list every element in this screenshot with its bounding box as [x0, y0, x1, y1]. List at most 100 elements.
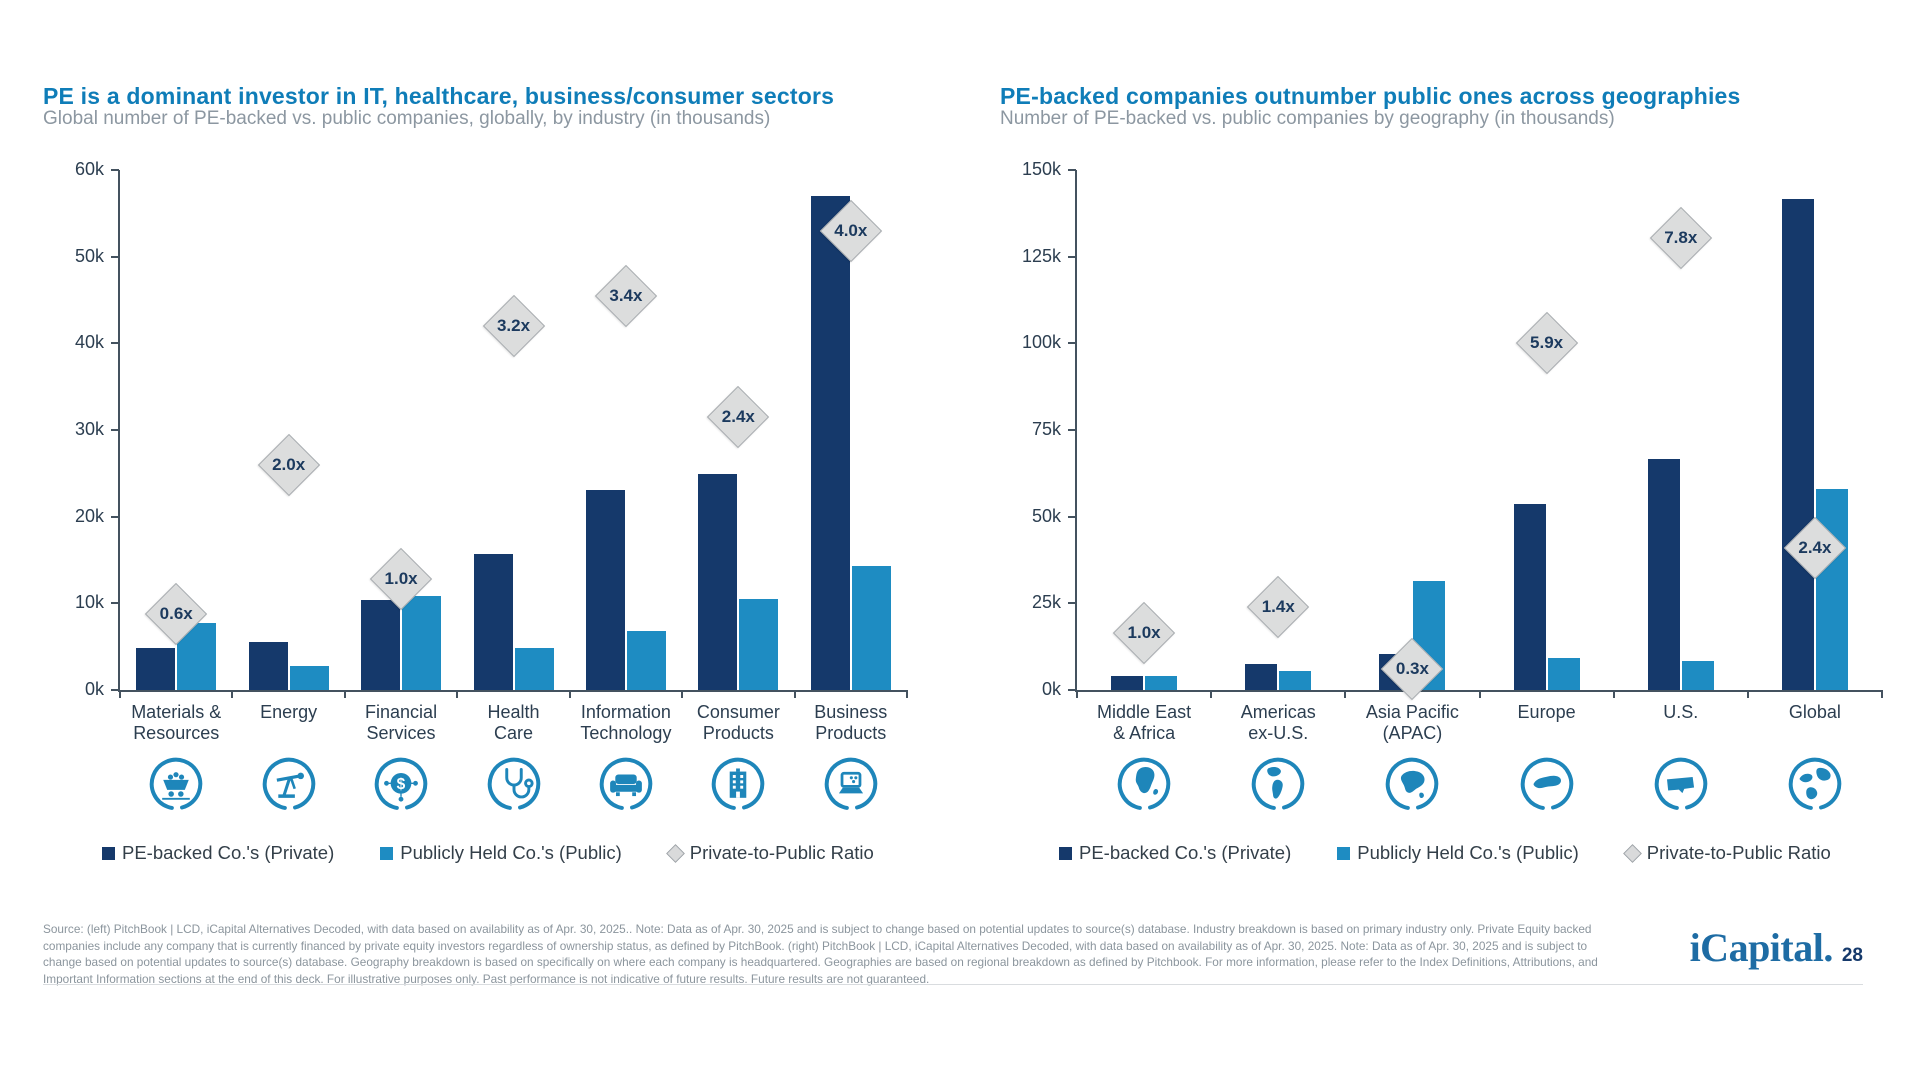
ratio-diamond: 1.4x [1247, 575, 1310, 638]
ratio-value: 2.0x [272, 454, 306, 474]
bar-pe-backed [1111, 676, 1144, 690]
x-axis-tick-mark [119, 690, 121, 698]
bar-pe-backed [1245, 663, 1278, 690]
legend-item-public: Publicly Held Co.'s (Public) [380, 842, 622, 864]
y-axis-tick-mark [1068, 169, 1076, 171]
legend-label: PE-backed Co.'s (Private) [1079, 842, 1292, 863]
legend-item-ratio: Private-to-Public Ratio [665, 842, 874, 864]
industry-chart-legend: PE-backed Co.'s (Private) Publicly Held C… [102, 842, 874, 864]
x-axis-tick-mark [1344, 690, 1347, 698]
bar-publicly-held [851, 566, 891, 690]
us-globe-icon [1653, 756, 1709, 812]
x-axis-tick-mark [681, 690, 684, 698]
category-label: Europe [1517, 702, 1576, 722]
industry-chart-subtitle: Global number of PE-backed vs. public co… [43, 108, 771, 129]
x-axis-tick-mark [793, 690, 796, 698]
finance-dollar-icon: $ [373, 756, 429, 812]
y-axis-tick-label: 125k [1021, 245, 1061, 266]
square-swatch-icon [102, 846, 115, 860]
bar-pe-backed [585, 489, 625, 690]
bar-publicly-held [289, 665, 329, 690]
ratio-value: 7.8x [1664, 227, 1698, 247]
y-axis-tick-label: 10k [74, 592, 104, 613]
y-axis-tick-label: 50k [1031, 505, 1061, 526]
bar-publicly-held [626, 631, 666, 690]
footnote-line: Important Information sections at the en… [43, 971, 930, 986]
y-axis-tick-mark [111, 515, 119, 518]
square-swatch-icon [1059, 846, 1072, 860]
y-axis-tick-label: 75k [1031, 419, 1061, 439]
x-axis-tick-mark [456, 690, 459, 698]
bar-pe-backed [698, 474, 738, 690]
bar-pe-backed [1513, 503, 1546, 690]
bar-pe-backed [810, 196, 850, 690]
ratio-diamond: 5.9x [1515, 312, 1578, 375]
industry-chart-plot: PE-backed Co.'s (Private) Publicly Held C… [75, 159, 908, 863]
y-axis-tick-label: 40k [74, 332, 104, 353]
svg-text:$: $ [397, 776, 406, 793]
y-axis-tick-mark [1068, 342, 1076, 345]
ratio-diamond: 0.3x [1381, 638, 1444, 701]
geography-chart-title: PE-backed companies outnumber public one… [1000, 83, 1741, 110]
building-icon [710, 756, 766, 812]
x-axis-tick-mark [231, 690, 234, 698]
category-label: Financial Services [365, 702, 438, 743]
ratio-value: 0.3x [1395, 659, 1429, 679]
legend-item-ratio: Private-to-Public Ratio [1622, 842, 1831, 864]
y-axis-tick-label: 25k [1031, 592, 1061, 613]
x-axis-tick-mark [568, 690, 571, 698]
y-axis-tick-label: 0k [1041, 679, 1061, 699]
y-axis-tick-mark [1068, 429, 1076, 431]
legend-item-private: PE-backed Co.'s (Private) [102, 842, 334, 864]
footnote-line: change based on potential updates to sou… [43, 955, 1598, 969]
x-axis-tick-mark [1746, 690, 1749, 698]
y-axis-tick-mark [1068, 255, 1076, 258]
ratio-diamond: 7.8x [1649, 206, 1712, 269]
category-label: Global [1788, 702, 1841, 722]
ratio-value: 1.4x [1261, 596, 1295, 616]
category-label: Business Products [814, 702, 888, 743]
category-label: Asia Pacific (APAC) [1365, 702, 1459, 743]
industry-chart-title: PE is a dominant investor in IT, healthc… [43, 83, 835, 110]
category-label: Health Care [487, 702, 540, 743]
x-axis-tick-mark [1076, 690, 1078, 698]
americas-globe-icon [1250, 756, 1306, 812]
ratio-value: 3.4x [609, 285, 643, 305]
footnote-line: Source: (left) PitchBook | LCD, iCapital… [43, 922, 1592, 936]
page-number: 28 [1841, 945, 1863, 966]
apac-globe-icon [1384, 756, 1440, 812]
couch-icon [598, 756, 654, 812]
bar-publicly-held [514, 647, 554, 690]
legend-item-public: Publicly Held Co.'s (Public) [1337, 842, 1579, 864]
x-axis-tick-mark [343, 690, 346, 698]
y-axis-tick-label: 0k [84, 679, 104, 699]
category-label: Middle East & Africa [1097, 702, 1192, 743]
y-axis-tick-label: 50k [74, 245, 104, 266]
europe-globe-icon [1519, 756, 1575, 812]
y-axis-tick-mark [111, 342, 119, 345]
ratio-value: 2.4x [1798, 537, 1832, 557]
category-label: Consumer Products [696, 702, 780, 743]
square-swatch-icon [1337, 846, 1351, 860]
ratio-diamond: 3.4x [594, 264, 658, 327]
category-label: Information Technology [580, 702, 672, 743]
diamond-swatch-icon [665, 843, 685, 863]
y-axis-tick-mark [111, 255, 119, 258]
x-axis-tick-mark [1478, 690, 1481, 698]
oil-pump-icon [261, 756, 317, 812]
africa-globe-icon [1116, 756, 1172, 812]
y-axis-tick-mark [1068, 689, 1076, 691]
laptop-icon [823, 756, 879, 812]
y-axis-tick-mark [111, 689, 119, 691]
category-label: Energy [260, 702, 318, 722]
icapital-logo: iCapital. [1689, 925, 1834, 970]
x-axis-tick-mark [1881, 690, 1883, 698]
y-axis-tick-mark [111, 429, 119, 431]
ratio-diamond: 4.0x [819, 199, 882, 262]
bar-pe-backed [473, 553, 513, 690]
ratio-diamond: 2.0x [257, 433, 320, 496]
ratio-diamond: 0.6x [145, 582, 208, 645]
legend-item-private: PE-backed Co.'s (Private) [1059, 842, 1291, 864]
bar-publicly-held [1547, 658, 1580, 690]
bar-publicly-held [402, 595, 442, 690]
